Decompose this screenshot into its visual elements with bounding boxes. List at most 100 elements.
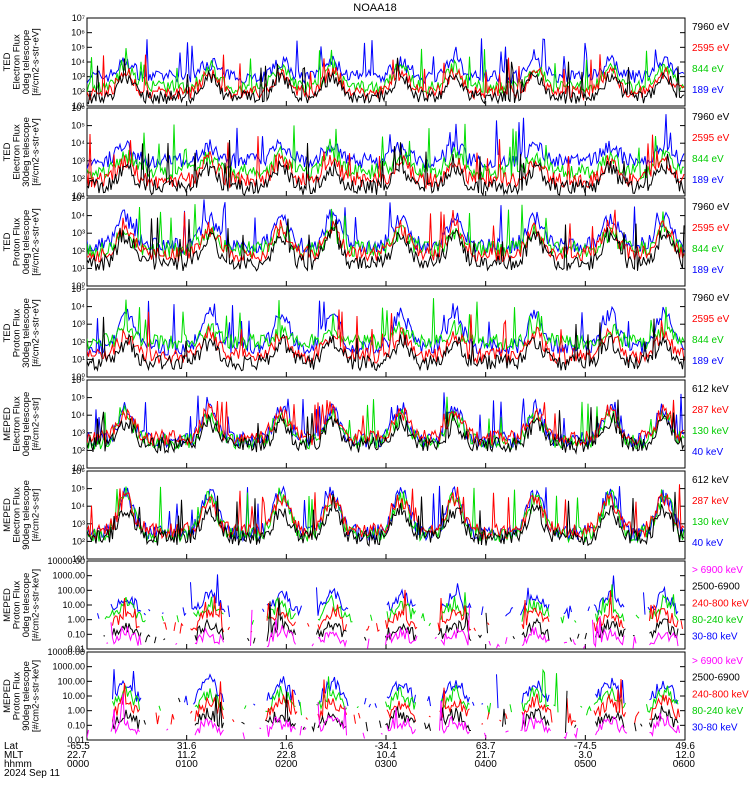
footer-lat-value: -34.1: [375, 741, 398, 752]
y-tick-label: 1.00: [67, 706, 85, 716]
y-tick-label: 10⁶: [71, 466, 85, 476]
y-tick-label: 10⁰: [71, 281, 85, 291]
y-tick-label: 10000.00: [47, 647, 85, 657]
y-tick-label: 10⁵: [71, 393, 85, 403]
plot-title: NOAA18: [353, 2, 396, 14]
y-tick-label: 10⁴: [71, 211, 85, 221]
legend-entry: 2595 eV: [692, 314, 730, 325]
legend-entry: 844 eV: [692, 335, 724, 346]
legend-entry: 80-240 keV: [692, 706, 743, 717]
plot-frame: [86, 379, 686, 469]
series-line: [112, 678, 680, 727]
y-tick-label: 10³: [72, 72, 85, 82]
series-line: [87, 316, 685, 372]
y-axis-label-line: 90deg telescope: [21, 661, 32, 731]
footer-hhmm-value: 0000: [67, 759, 90, 770]
legend-entry: 30-80 keV: [692, 723, 738, 734]
series-line: [87, 693, 680, 740]
y-axis-label-line: Proton Flux: [12, 671, 23, 720]
legend-entry: 189 eV: [692, 85, 724, 96]
y-tick-label: 10⁶: [71, 103, 85, 113]
y-tick-label: 0.10: [67, 629, 85, 639]
series-line: [106, 606, 679, 649]
panel-8: 0.01 0.10 1.00 10.00 100.00 1000.00 10000.00 ME…: [2, 647, 749, 745]
series-line: [104, 584, 679, 627]
series-line: [87, 139, 685, 196]
series-line: [87, 491, 685, 547]
y-tick-label: 10⁵: [71, 121, 85, 131]
legend-entry: > 6900 keV: [692, 565, 743, 576]
footer-lat-value: -65.5: [67, 741, 90, 752]
footer-mlt-value: 21.7: [476, 750, 496, 761]
footer-mlt-value: 11.2: [177, 750, 196, 761]
y-axis-label-line: Proton Flux: [12, 308, 23, 357]
y-axis-label-line: 30deg telescope: [21, 298, 32, 368]
legend-entry: 287 keV: [692, 405, 729, 416]
y-tick-label: 0.10: [67, 720, 85, 730]
footer-hhmm-value: 0600: [673, 759, 696, 770]
series-line: [87, 209, 685, 263]
series-line: [87, 484, 685, 541]
legend-entry: 7960 eV: [692, 112, 730, 123]
footer-mlt-value: 12.0: [676, 750, 696, 761]
legend-entry: 2500-6900: [692, 582, 740, 593]
y-axis-label-line: 0deg telescope: [21, 573, 32, 637]
y-tick-label: 10²: [72, 86, 85, 96]
y-axis-label-line: 90deg telescope: [21, 480, 32, 550]
y-tick-label: 10¹: [72, 101, 85, 111]
series-line: [87, 114, 685, 171]
plot-frame: [86, 560, 686, 650]
legend-entry: 7960 eV: [692, 293, 730, 304]
legend-entry: 2595 eV: [692, 133, 730, 144]
footer-lat-value: 1.6: [279, 741, 293, 752]
y-axis-label-line: [#/cm2-s-str-eV]: [31, 28, 42, 96]
y-tick-label: 10.00: [62, 600, 85, 610]
legend-entry: > 6900 keV: [692, 656, 743, 667]
footer-row-label: hhmm: [4, 759, 32, 770]
y-axis-label-line: [#/cm2-s-str-eV]: [31, 208, 42, 276]
y-tick-label: 10⁶: [71, 375, 85, 385]
y-tick-label: 10²: [72, 445, 85, 455]
legend-entry: 40 keV: [692, 538, 723, 549]
legend-entry: 40 keV: [692, 447, 723, 458]
y-axis-label-line: 0deg telescope: [21, 30, 32, 94]
footer-mlt-value: 22.8: [277, 750, 297, 761]
y-tick-label: 10¹: [72, 463, 85, 473]
y-tick-label: 10⁷: [72, 13, 85, 23]
y-axis-label-line: Proton Flux: [12, 580, 23, 629]
y-axis-label-line: MEPED: [2, 679, 13, 713]
legend-entry: 30-80 keV: [692, 632, 738, 643]
footer-hhmm-value: 0500: [574, 759, 597, 770]
footer-mlt-value: 10.4: [376, 750, 396, 761]
y-tick-label: 10000.00: [47, 556, 85, 566]
y-axis-label-line: [#/cm2-s-str]: [31, 489, 42, 542]
y-tick-label: 10⁶: [71, 28, 85, 38]
y-axis-label-line: [#/cm2-s-str-eV]: [31, 118, 42, 186]
legend-entry: 844 eV: [692, 244, 724, 255]
y-tick-label: 10.00: [62, 691, 85, 701]
footer-row-label: 2024 Sep 11: [4, 768, 60, 779]
panel-7: 0.01 0.10 1.00 10.00 100.00 1000.00 10000.00 ME…: [2, 556, 749, 654]
y-tick-label: 10³: [72, 519, 85, 529]
plot-frame: [86, 197, 686, 287]
series-line: [87, 217, 685, 272]
y-tick-label: 10⁴: [71, 501, 85, 511]
series-line: [87, 133, 685, 190]
footer-hhmm-value: 0100: [176, 759, 199, 770]
y-tick-label: 10³: [72, 228, 85, 238]
y-axis-label-line: [#/cm2-s-str]: [31, 398, 42, 451]
y-axis-label-line: MEPED: [2, 407, 13, 441]
series-line: [97, 574, 679, 619]
legend-entry: 80-240 keV: [692, 615, 743, 626]
footer-lat-value: 63.7: [476, 741, 496, 752]
y-tick-label: 10³: [72, 156, 85, 166]
y-axis-label-line: TED: [2, 142, 13, 161]
legend-entry: 7960 eV: [692, 22, 730, 33]
y-tick-label: 10¹: [72, 191, 85, 201]
footer-row-label: Lat: [4, 741, 18, 752]
